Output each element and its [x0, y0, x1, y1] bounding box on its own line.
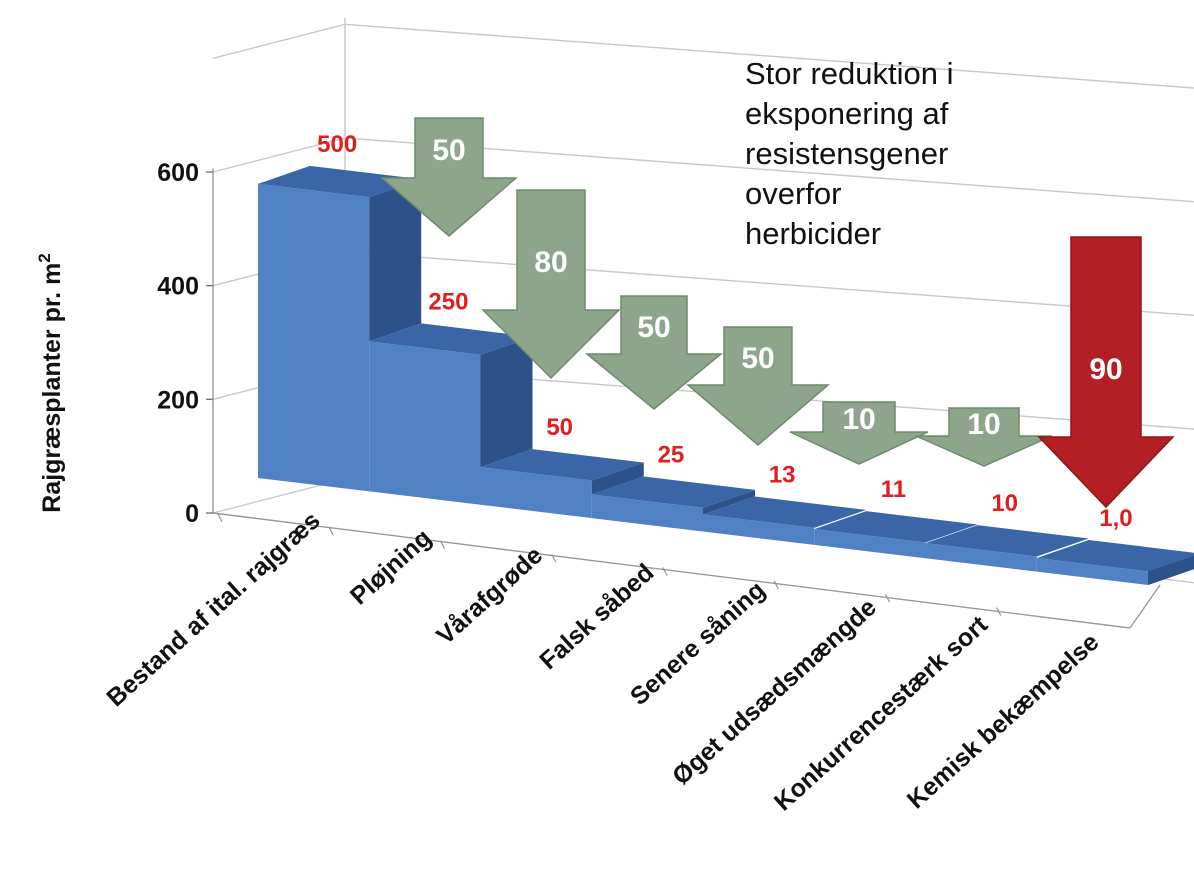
bar: [369, 323, 533, 505]
annotation-text: Stor reduktion i eksponering af resistensg…: [745, 56, 954, 251]
bar-top: [480, 449, 644, 481]
bar-top: [814, 511, 978, 543]
arrow-label: 50: [432, 134, 465, 167]
bars: [258, 165, 1194, 585]
bar: [258, 165, 422, 492]
arrow-shape: [1037, 236, 1175, 509]
bar-side: [480, 336, 533, 468]
reduction-arrow: 90: [1037, 236, 1175, 509]
bar-top: [258, 165, 422, 198]
value-label: 50: [546, 414, 573, 441]
reduction-arrow: 10: [915, 407, 1053, 467]
bar: [814, 511, 978, 559]
bar-top: [1036, 540, 1194, 572]
arrow-label: 80: [534, 246, 567, 279]
bar-front: [369, 341, 481, 505]
value-label: 25: [658, 442, 685, 469]
y-tick-label: 400: [157, 273, 199, 301]
arrow-label: 50: [741, 342, 774, 375]
value-label: 500: [317, 131, 357, 158]
gridline: [212, 23, 1194, 89]
bar-front: [1036, 558, 1148, 585]
reduction-arrow: 50: [379, 117, 519, 237]
bar: [703, 496, 867, 545]
x-tick: [773, 580, 779, 590]
bar: [591, 476, 755, 532]
reduction-arrow: 10: [789, 401, 929, 465]
bar-front: [480, 467, 592, 519]
arrow-label: 50: [637, 311, 670, 344]
x-tick: [884, 593, 891, 603]
y-tick-label: 600: [157, 159, 199, 187]
value-label: 1,0: [1099, 505, 1132, 532]
annotation-line: resistensgener: [745, 136, 948, 171]
arrow-shape: [481, 189, 621, 380]
bar-side: [369, 179, 422, 342]
bar-top: [369, 323, 533, 355]
bar: [480, 449, 644, 519]
bar-front: [814, 529, 926, 559]
arrow-shape: [789, 401, 929, 465]
x-tick: [439, 540, 446, 550]
axes: 0 200 400 600: [157, 159, 1161, 629]
bar: [1036, 540, 1194, 585]
y-axis-label-superscript: 2: [35, 253, 54, 262]
annotation-line: Stor reduktion i: [745, 56, 954, 91]
arrow-shape: [685, 326, 831, 446]
value-label: 13: [769, 462, 796, 489]
annotation-line: eksponering af: [745, 96, 949, 131]
x-tick: [217, 513, 223, 523]
x-axis-line: [212, 512, 1131, 629]
arrow-shape: [584, 295, 724, 410]
value-label: 10: [991, 490, 1018, 517]
category-label: Pløjning: [345, 524, 437, 611]
bar-side: [703, 489, 755, 515]
bar-side: [591, 462, 644, 495]
reduction-arrow: 50: [685, 326, 831, 446]
annotation-line: herbicider: [745, 216, 881, 251]
category-label: Konkurrencestærk sort: [769, 610, 994, 816]
arrow-label: 10: [967, 408, 1000, 441]
arrow-label: 10: [842, 403, 875, 436]
arrow-shape: [915, 407, 1053, 467]
y-axis-label: Rajgræsplanter pr. m2: [35, 253, 66, 513]
y-tick-label: 0: [185, 500, 199, 528]
category-label: Senere såning: [625, 576, 771, 711]
x-tick: [328, 527, 334, 536]
bar-top: [925, 525, 1089, 557]
x-tick: [551, 553, 557, 563]
floor-edge: [1129, 584, 1161, 629]
bar: [925, 525, 1089, 572]
x-tick: [662, 567, 668, 576]
bar-front: [258, 183, 370, 492]
y-axis-label-main: Rajgræsplanter pr. m: [38, 263, 66, 513]
value-label: 11: [881, 476, 906, 503]
annotation-line: overfor: [745, 176, 841, 211]
bar-front: [591, 494, 703, 532]
reduction-arrow: 80: [481, 189, 621, 380]
category-label: Bestand af ital. rajgræs: [101, 506, 325, 712]
bar-front: [925, 543, 1037, 572]
arrow-label: 90: [1089, 353, 1122, 386]
y-axis-title: Rajgræsplanter pr. m2: [35, 253, 66, 513]
reduction-arrows: 50 80 50 50 10 10 90: [379, 117, 1175, 509]
bar-side: [1148, 555, 1194, 585]
arrow-shape: [379, 117, 519, 237]
y-tick-label: 200: [157, 386, 199, 414]
category-label: Falsk såbed: [534, 558, 659, 675]
bar-front: [703, 514, 815, 545]
bar-top: [703, 496, 867, 528]
x-tick: [996, 607, 1002, 616]
value-label: 250: [428, 288, 468, 315]
bar-top: [591, 476, 755, 508]
reduction-arrow: 50: [584, 295, 724, 410]
category-label: Vårafgrøde: [431, 541, 548, 650]
annotation: Stor reduktion i eksponering af resistensg…: [745, 56, 954, 251]
